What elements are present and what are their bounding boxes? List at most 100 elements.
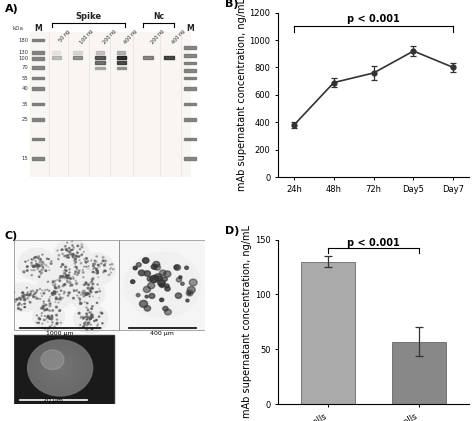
Text: kDa: kDa <box>12 26 24 31</box>
Circle shape <box>68 275 69 276</box>
Circle shape <box>69 275 70 276</box>
Circle shape <box>52 282 54 283</box>
Circle shape <box>67 275 68 276</box>
Circle shape <box>33 270 34 271</box>
Circle shape <box>67 281 68 282</box>
Circle shape <box>18 303 20 304</box>
Circle shape <box>44 354 76 382</box>
Circle shape <box>90 318 91 319</box>
Circle shape <box>86 294 87 295</box>
Circle shape <box>45 309 46 311</box>
Circle shape <box>46 356 74 380</box>
Circle shape <box>27 340 92 396</box>
Circle shape <box>100 312 102 313</box>
Circle shape <box>23 297 24 298</box>
Circle shape <box>73 256 74 258</box>
Circle shape <box>174 265 181 270</box>
Circle shape <box>26 294 27 296</box>
Circle shape <box>80 263 82 264</box>
Circle shape <box>46 309 47 310</box>
Circle shape <box>179 276 182 279</box>
Circle shape <box>65 271 66 272</box>
Circle shape <box>22 295 23 297</box>
Circle shape <box>34 346 86 390</box>
Circle shape <box>41 269 43 271</box>
Circle shape <box>154 275 157 279</box>
Circle shape <box>156 276 162 281</box>
Circle shape <box>38 318 40 320</box>
Circle shape <box>37 264 38 265</box>
Circle shape <box>83 295 85 297</box>
Text: 15: 15 <box>22 156 28 161</box>
Circle shape <box>52 295 53 296</box>
Circle shape <box>70 277 72 279</box>
Circle shape <box>69 248 70 249</box>
Circle shape <box>56 319 58 320</box>
Text: D): D) <box>225 226 239 237</box>
Text: 400 ng: 400 ng <box>171 29 186 45</box>
Circle shape <box>86 293 88 295</box>
Circle shape <box>77 272 80 274</box>
Circle shape <box>50 310 51 312</box>
Circle shape <box>145 295 148 298</box>
Circle shape <box>49 359 71 377</box>
Circle shape <box>27 292 28 293</box>
Circle shape <box>59 294 60 295</box>
Circle shape <box>49 303 51 305</box>
Circle shape <box>108 275 109 276</box>
Circle shape <box>49 305 51 307</box>
Circle shape <box>18 248 56 281</box>
Circle shape <box>48 290 50 291</box>
Circle shape <box>39 259 40 260</box>
Circle shape <box>48 316 49 317</box>
Circle shape <box>31 343 89 393</box>
Circle shape <box>89 312 90 313</box>
Circle shape <box>86 313 88 314</box>
Circle shape <box>89 293 91 295</box>
Circle shape <box>92 288 93 289</box>
Circle shape <box>71 254 72 255</box>
Circle shape <box>48 358 72 378</box>
Circle shape <box>91 308 92 309</box>
Circle shape <box>20 298 21 299</box>
Circle shape <box>24 299 26 301</box>
Circle shape <box>48 300 50 301</box>
Circle shape <box>65 274 67 276</box>
Circle shape <box>78 312 80 314</box>
Text: 100 ng: 100 ng <box>79 29 94 45</box>
Circle shape <box>109 264 110 265</box>
Circle shape <box>37 298 39 299</box>
Circle shape <box>82 277 84 278</box>
Circle shape <box>45 304 47 306</box>
Circle shape <box>105 270 106 272</box>
Circle shape <box>49 326 50 327</box>
Text: M: M <box>186 24 194 33</box>
Circle shape <box>69 254 70 255</box>
Circle shape <box>43 293 45 294</box>
Circle shape <box>43 306 45 307</box>
Circle shape <box>58 299 59 300</box>
Circle shape <box>70 278 72 280</box>
Circle shape <box>61 266 62 267</box>
Circle shape <box>38 276 40 277</box>
Circle shape <box>28 294 30 296</box>
Circle shape <box>45 328 46 329</box>
Circle shape <box>92 283 94 285</box>
Circle shape <box>54 285 56 287</box>
Circle shape <box>68 292 70 294</box>
Y-axis label: mAb supernatant concentration, ng/mL: mAb supernatant concentration, ng/mL <box>237 0 246 192</box>
Circle shape <box>58 366 62 370</box>
Circle shape <box>52 317 53 318</box>
Circle shape <box>86 307 87 308</box>
Circle shape <box>69 251 71 253</box>
Circle shape <box>31 259 32 260</box>
Circle shape <box>74 260 75 261</box>
Circle shape <box>91 328 93 330</box>
Circle shape <box>153 261 160 267</box>
Text: Spike: Spike <box>76 12 102 21</box>
Circle shape <box>74 258 76 260</box>
Circle shape <box>62 253 64 255</box>
Text: 400 ng: 400 ng <box>123 29 138 45</box>
Circle shape <box>90 318 91 320</box>
Circle shape <box>54 293 56 295</box>
